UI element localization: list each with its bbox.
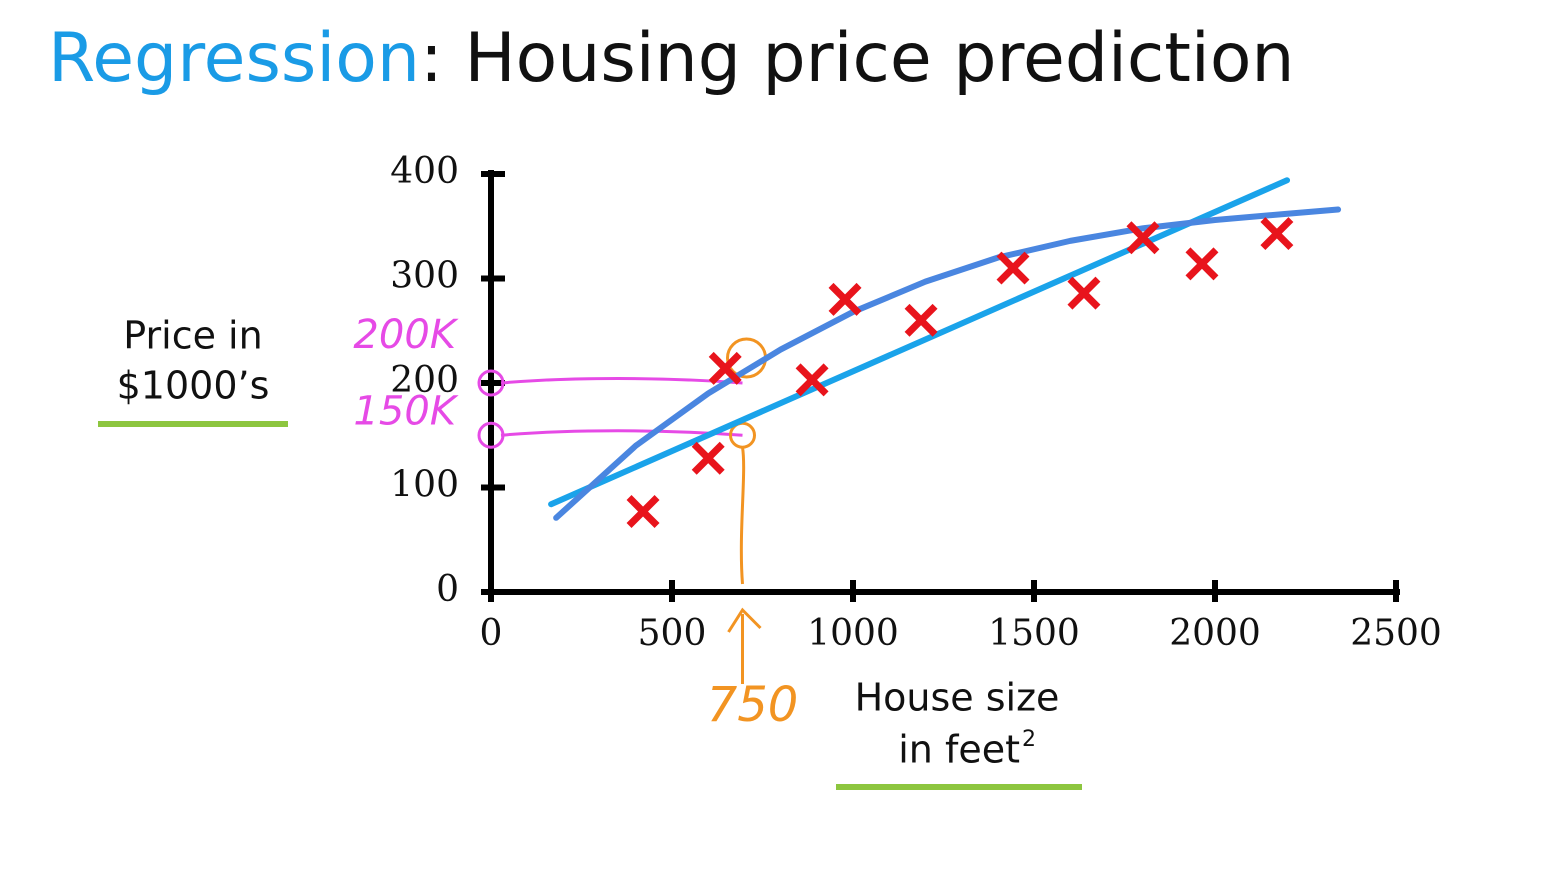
data-point	[1260, 217, 1294, 251]
x-marker	[1126, 221, 1160, 255]
data-point	[795, 363, 829, 397]
y-tick-label: 200	[390, 360, 459, 401]
fit-line	[548, 177, 1291, 508]
data-point	[626, 495, 660, 529]
title-keyword: Regression	[48, 19, 420, 98]
x-axis-label-superscript: 2	[1022, 727, 1036, 752]
data-point	[904, 303, 938, 337]
x-marker	[691, 441, 725, 475]
arrow	[727, 607, 762, 684]
x-axis-label: in feet	[898, 728, 1020, 772]
y-tick-label: 0	[436, 569, 459, 610]
x-tick-label: 1500	[988, 613, 1080, 654]
data-point	[1185, 247, 1219, 281]
x-marker	[996, 251, 1030, 285]
x-tick-label: 0	[480, 613, 503, 654]
fit-line	[553, 206, 1342, 521]
data-point	[828, 282, 862, 316]
guide-line	[739, 447, 746, 585]
guide-circle	[729, 421, 756, 449]
guide-circle	[477, 369, 505, 397]
y-tick-label: 100	[390, 465, 459, 506]
annotation: 200K	[353, 312, 458, 358]
x-tick-label: 1000	[807, 613, 899, 654]
data-point	[1126, 221, 1160, 255]
data-point	[708, 351, 742, 385]
x-tick-label: 500	[638, 613, 707, 654]
x-marker	[828, 282, 862, 316]
x-marker	[626, 495, 660, 529]
data-point	[691, 441, 725, 475]
x-marker	[1260, 217, 1294, 251]
x-marker	[1067, 276, 1101, 310]
slide-title: Regression: Housing price prediction	[48, 19, 1295, 98]
x-marker	[708, 351, 742, 385]
y-axis-label: Price in	[123, 314, 262, 358]
data-point	[1067, 276, 1101, 310]
annotation: 150K	[353, 388, 458, 434]
y-tick-label: 300	[390, 256, 459, 297]
y-axis-label: $1000’s	[117, 364, 270, 408]
x-axis-label: House size	[855, 676, 1060, 720]
x-marker	[1185, 247, 1219, 281]
annotation: 750	[707, 677, 799, 733]
guide-circle	[477, 421, 505, 449]
x-tick-label: 2000	[1169, 613, 1261, 654]
title-rest: : Housing price prediction	[420, 19, 1295, 98]
x-marker	[904, 303, 938, 337]
y-tick-label: 400	[390, 151, 459, 192]
data-point	[996, 251, 1030, 285]
x-tick-label: 2500	[1350, 613, 1442, 654]
x-marker	[795, 363, 829, 397]
